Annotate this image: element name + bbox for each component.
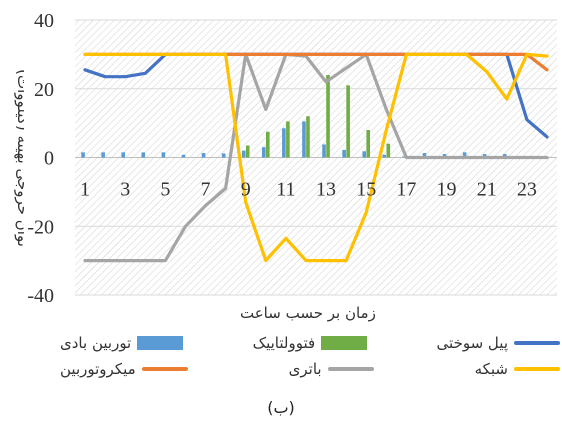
legend: پیل سوختی فتوولتاییک توربین بادی شبکه با… <box>60 330 560 382</box>
legend-item-fuel-cell: پیل سوختی <box>437 334 560 352</box>
legend-label-pv: فتوولتاییک <box>252 334 316 352</box>
bar-wind-6 <box>181 154 186 158</box>
x-tick-label: 21 <box>477 179 497 201</box>
legend-item-grid: شبکه <box>475 360 560 378</box>
bar-wind-21 <box>482 154 487 158</box>
x-tick-label: 11 <box>276 179 295 201</box>
y-tick-label: -40 <box>27 285 54 307</box>
bar-wind-9 <box>241 150 246 158</box>
legend-swatch-microturbine <box>141 367 188 371</box>
x-tick-label: 1 <box>80 179 90 201</box>
bar-wind-8 <box>221 153 226 158</box>
x-tick-label: 5 <box>160 179 170 201</box>
legend-swatch-pv <box>321 336 368 350</box>
legend-item-battery: باتری <box>289 360 374 378</box>
line-grid <box>83 52 549 263</box>
bar-wind-1 <box>81 152 85 158</box>
bar-wind-15 <box>362 151 367 158</box>
bar-wind-13 <box>322 144 326 158</box>
legend-label-microturbine: میکروتوربین <box>60 360 136 378</box>
figure-caption: (ب) <box>267 398 295 417</box>
legend-label-battery: باتری <box>288 360 322 378</box>
legend-label-wind: توربین بادی <box>60 334 132 352</box>
legend-label-fuel-cell: پیل سوختی <box>436 334 508 352</box>
bar-wind-2 <box>101 152 105 158</box>
x-tick-label: 9 <box>241 179 251 201</box>
bar-wind-19 <box>442 154 447 158</box>
bar-wind-5 <box>161 152 166 158</box>
bar-pv-13 <box>326 75 330 158</box>
bar-wind-22 <box>502 154 507 158</box>
bar-wind-11 <box>282 128 286 158</box>
bar-wind-7 <box>201 153 206 158</box>
legend-item-wind: توربین بادی <box>60 334 184 352</box>
x-tick-label: 7 <box>201 179 211 201</box>
legend-item-pv: فتوولتاییک <box>252 334 368 352</box>
bar-wind-17 <box>402 156 407 158</box>
y-tick-label: -20 <box>27 216 54 238</box>
y-axis-label: توان خروجی بهینه (کیلووات) <box>4 18 32 298</box>
bar-wind-18 <box>422 153 427 158</box>
y-axis-title: توان خروجی بهینه (کیلووات) <box>14 69 24 247</box>
bar-pv-16 <box>386 143 391 158</box>
bar-wind-20 <box>462 152 467 158</box>
y-tick-label: 20 <box>34 79 54 101</box>
bar-wind-16 <box>382 154 387 158</box>
legend-row-1: پیل سوختی فتوولتاییک توربین بادی <box>60 330 560 356</box>
x-axis-label: زمان بر حسب ساعت <box>240 304 376 322</box>
bar-pv-11 <box>286 121 290 158</box>
bar-wind-4 <box>141 152 146 158</box>
legend-swatch-wind <box>137 336 184 350</box>
x-tick-label: 17 <box>396 179 416 201</box>
bar-pv-10 <box>265 131 270 158</box>
bar-wind-10 <box>261 147 266 158</box>
bar-pv-15 <box>366 130 371 158</box>
x-tick-label: 3 <box>120 179 130 201</box>
x-tick-label: 15 <box>356 179 376 201</box>
legend-swatch-battery <box>327 367 374 371</box>
bar-wind-12 <box>302 121 306 158</box>
legend-item-microturbine: میکروتوربین <box>60 360 188 378</box>
y-tick-label: 40 <box>34 10 54 32</box>
bar-wind-3 <box>121 152 126 158</box>
x-tick-label: 23 <box>517 179 537 201</box>
x-tick-label: 13 <box>316 179 336 201</box>
legend-label-grid: شبکه <box>474 360 508 378</box>
legend-swatch-fuel-cell <box>514 341 560 345</box>
x-tick-label: 19 <box>437 179 457 201</box>
legend-row-2: شبکه باتری میکروتوربین <box>60 356 560 382</box>
y-tick-label: 0 <box>44 148 54 170</box>
line-battery <box>83 52 549 263</box>
bar-pv-9 <box>245 145 250 158</box>
bar-pv-12 <box>306 116 310 158</box>
bar-wind-14 <box>342 149 346 158</box>
legend-swatch-grid <box>514 367 560 371</box>
bar-pv-14 <box>346 85 350 158</box>
